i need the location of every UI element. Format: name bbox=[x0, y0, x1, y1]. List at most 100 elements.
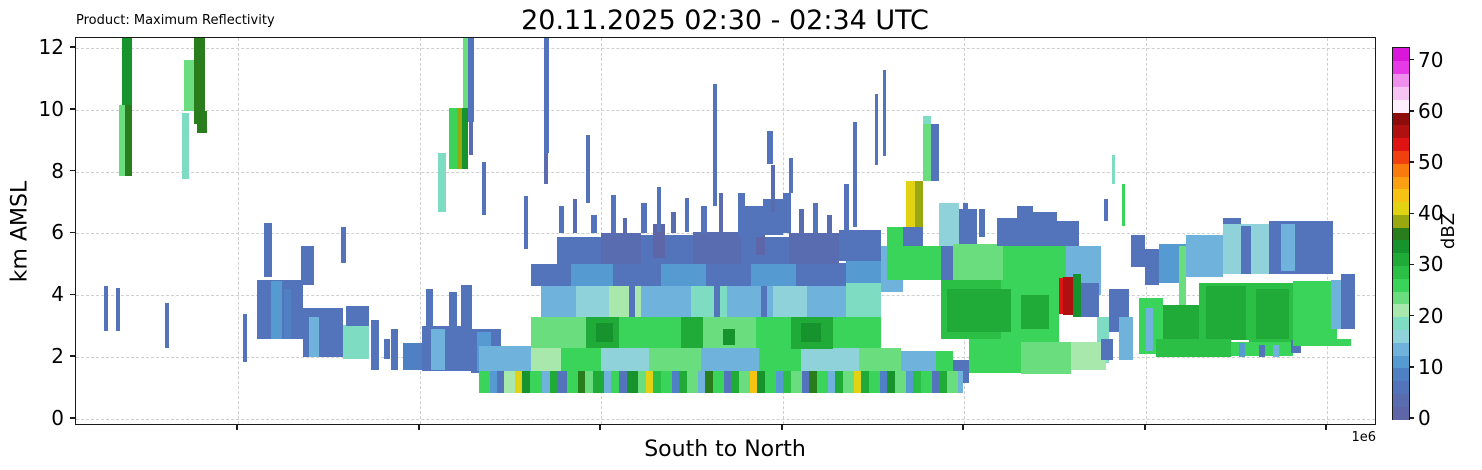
x-tick bbox=[962, 425, 964, 430]
x-tick bbox=[418, 425, 420, 430]
radar-cell bbox=[671, 211, 676, 234]
radar-cell bbox=[125, 105, 132, 177]
gridline-x bbox=[601, 38, 602, 424]
radar-cell bbox=[611, 371, 619, 393]
radar-cell bbox=[947, 371, 958, 393]
radar-cell bbox=[1259, 344, 1265, 358]
y-tick-label: 8 bbox=[51, 158, 64, 183]
radar-cell bbox=[713, 371, 724, 393]
radar-cell bbox=[1291, 340, 1301, 353]
gridline-y bbox=[76, 109, 1375, 111]
radar-cell bbox=[701, 205, 707, 234]
gridline-x bbox=[238, 38, 239, 424]
radar-cell bbox=[522, 371, 530, 393]
radar-cell bbox=[887, 371, 895, 393]
radar-cell bbox=[813, 202, 818, 234]
radar-cell bbox=[745, 205, 763, 237]
radar-cell bbox=[438, 153, 446, 212]
gridline-y bbox=[76, 171, 1375, 173]
y-tick bbox=[70, 355, 75, 357]
radar-cell bbox=[619, 316, 681, 348]
radar-cell bbox=[701, 347, 759, 376]
radar-cell bbox=[601, 347, 649, 376]
radar-cell bbox=[593, 371, 604, 393]
radar-cell bbox=[343, 324, 369, 359]
radar-cell bbox=[264, 222, 272, 277]
y-tick bbox=[70, 293, 75, 296]
radar-cell bbox=[119, 105, 125, 177]
radar-cell bbox=[861, 371, 869, 393]
y-tick bbox=[70, 231, 75, 234]
radar-cell bbox=[1073, 273, 1081, 317]
radar-cell bbox=[906, 371, 913, 393]
radar-cell bbox=[122, 38, 132, 106]
radar-cell bbox=[776, 371, 783, 393]
radar-cell bbox=[641, 286, 691, 317]
radar-cell bbox=[789, 233, 839, 265]
radar-cell bbox=[939, 202, 959, 246]
radar-cell bbox=[384, 338, 390, 359]
radar-cell bbox=[801, 323, 821, 342]
radar-cell bbox=[679, 371, 687, 393]
radar-cell bbox=[756, 315, 791, 348]
plot-area bbox=[75, 37, 1376, 425]
radar-cell bbox=[887, 227, 903, 280]
radar-cell bbox=[657, 187, 661, 232]
radar-cell bbox=[550, 371, 557, 393]
x-tick bbox=[1325, 425, 1327, 430]
colorbar-tick-label: 50 bbox=[1418, 150, 1444, 175]
colorbar-segment bbox=[1393, 150, 1409, 164]
x-axis-label: South to North bbox=[644, 437, 806, 462]
radar-cell bbox=[653, 371, 661, 393]
radar-cell bbox=[846, 258, 881, 283]
y-tick-label: 4 bbox=[51, 282, 64, 307]
radar-cell bbox=[609, 286, 641, 317]
radar-cell bbox=[931, 123, 939, 181]
radar-cell bbox=[835, 371, 843, 393]
radar-cell bbox=[531, 347, 561, 376]
radar-cell bbox=[284, 289, 291, 339]
y-tick-label: 0 bbox=[51, 406, 64, 430]
colorbar-segment bbox=[1393, 329, 1409, 343]
radar-cell bbox=[1101, 338, 1113, 361]
radar-cell bbox=[741, 236, 789, 265]
radar-cell bbox=[767, 131, 773, 164]
radar-cell bbox=[843, 371, 854, 393]
radar-cell bbox=[939, 371, 947, 393]
radar-cell bbox=[833, 313, 881, 348]
radar-cell bbox=[953, 244, 1003, 280]
radar-cell bbox=[341, 227, 346, 263]
radar-cell bbox=[724, 371, 731, 393]
radar-cell bbox=[578, 371, 585, 393]
radar-cell bbox=[783, 193, 791, 234]
radar-cell bbox=[197, 111, 207, 134]
colorbar bbox=[1392, 47, 1410, 420]
radar-cell bbox=[1059, 278, 1063, 314]
radar-cell bbox=[585, 371, 593, 393]
colorbar-segment bbox=[1393, 201, 1409, 215]
radar-cell bbox=[573, 199, 577, 234]
radar-cell bbox=[515, 371, 522, 393]
radar-cell bbox=[844, 184, 849, 234]
colorbar-tick-label: 60 bbox=[1418, 98, 1444, 123]
radar-cell bbox=[571, 261, 613, 287]
radar-cell bbox=[497, 371, 504, 393]
colorbar-segment bbox=[1393, 163, 1409, 177]
radar-cell bbox=[1223, 218, 1241, 225]
radar-cell bbox=[739, 371, 750, 393]
radar-cell bbox=[1239, 343, 1245, 358]
radar-cell bbox=[391, 329, 398, 370]
radar-cell bbox=[827, 214, 832, 234]
radar-cell bbox=[653, 224, 665, 259]
radar-cell bbox=[685, 197, 689, 232]
radar-cell bbox=[468, 38, 474, 123]
radar-cell bbox=[1341, 273, 1355, 330]
colorbar-segment bbox=[1393, 380, 1409, 394]
radar-cell bbox=[346, 306, 369, 327]
radar-cell bbox=[531, 264, 571, 287]
radar-cell bbox=[757, 371, 765, 393]
radar-cell bbox=[661, 371, 672, 393]
radar-cell bbox=[541, 286, 576, 317]
radar-cell bbox=[672, 371, 679, 393]
